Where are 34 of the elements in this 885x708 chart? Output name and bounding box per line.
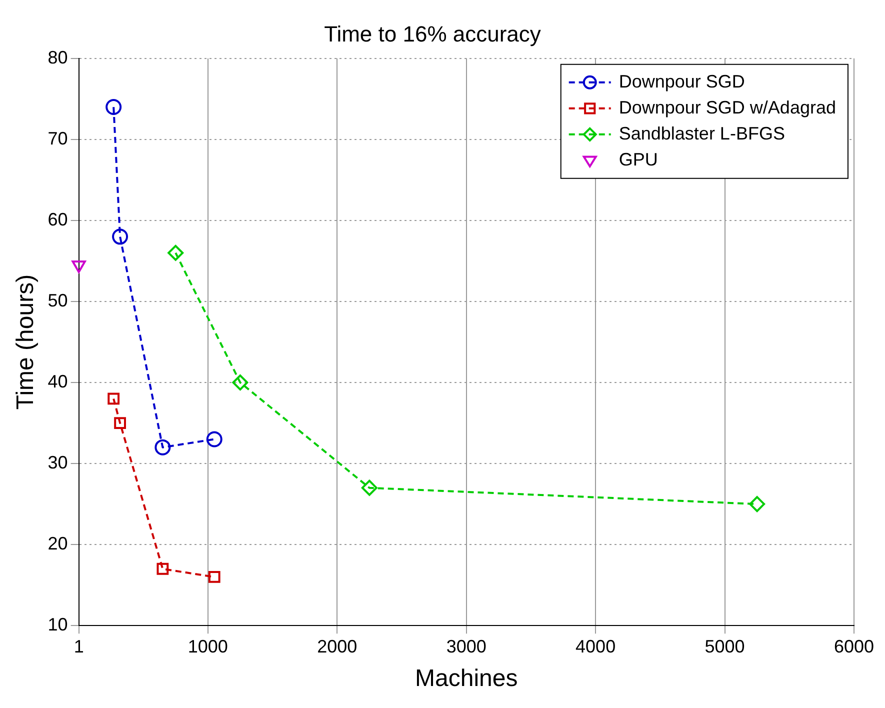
point [206,431,222,448]
point [168,244,184,261]
point [232,374,248,391]
point [749,496,766,512]
y-tick-label: 10 [48,614,68,635]
y-tick-label: 80 [48,47,68,68]
legend-label: GPU [618,149,658,170]
point [108,392,120,405]
point [208,571,220,583]
legend-label: Sandblaster L-BFGS [618,123,785,144]
legend-label: Downpour SGD w/Adagrad [618,97,836,118]
point [154,439,171,456]
x-tick-label: 4000 [576,636,616,656]
point [112,228,128,245]
x-axis-title: Machines [415,665,518,692]
point [106,99,122,116]
legend-label: Downpour SGD [618,71,745,92]
point [156,562,169,575]
y-tick-label: 40 [48,371,68,392]
y-tick-label: 70 [48,128,68,148]
x-tick-label: 5000 [704,636,745,656]
y-tick-label: 20 [48,534,68,554]
x-tick-label: 6000 [834,636,874,656]
y-tick-label: 50 [48,290,68,310]
x-tick-label: 1000 [188,636,228,656]
chart-title: Time to 16% accuracy [324,21,541,46]
point [361,480,378,496]
x-tick-label: 2000 [317,636,358,656]
x-tick-label: 3000 [446,636,486,656]
x-tick-label: 1 [74,636,84,656]
point [114,417,126,429]
y-axis-title: Time (hours) [12,274,40,410]
y-tick-label: 60 [48,209,68,230]
y-tick-label: 30 [48,452,68,473]
